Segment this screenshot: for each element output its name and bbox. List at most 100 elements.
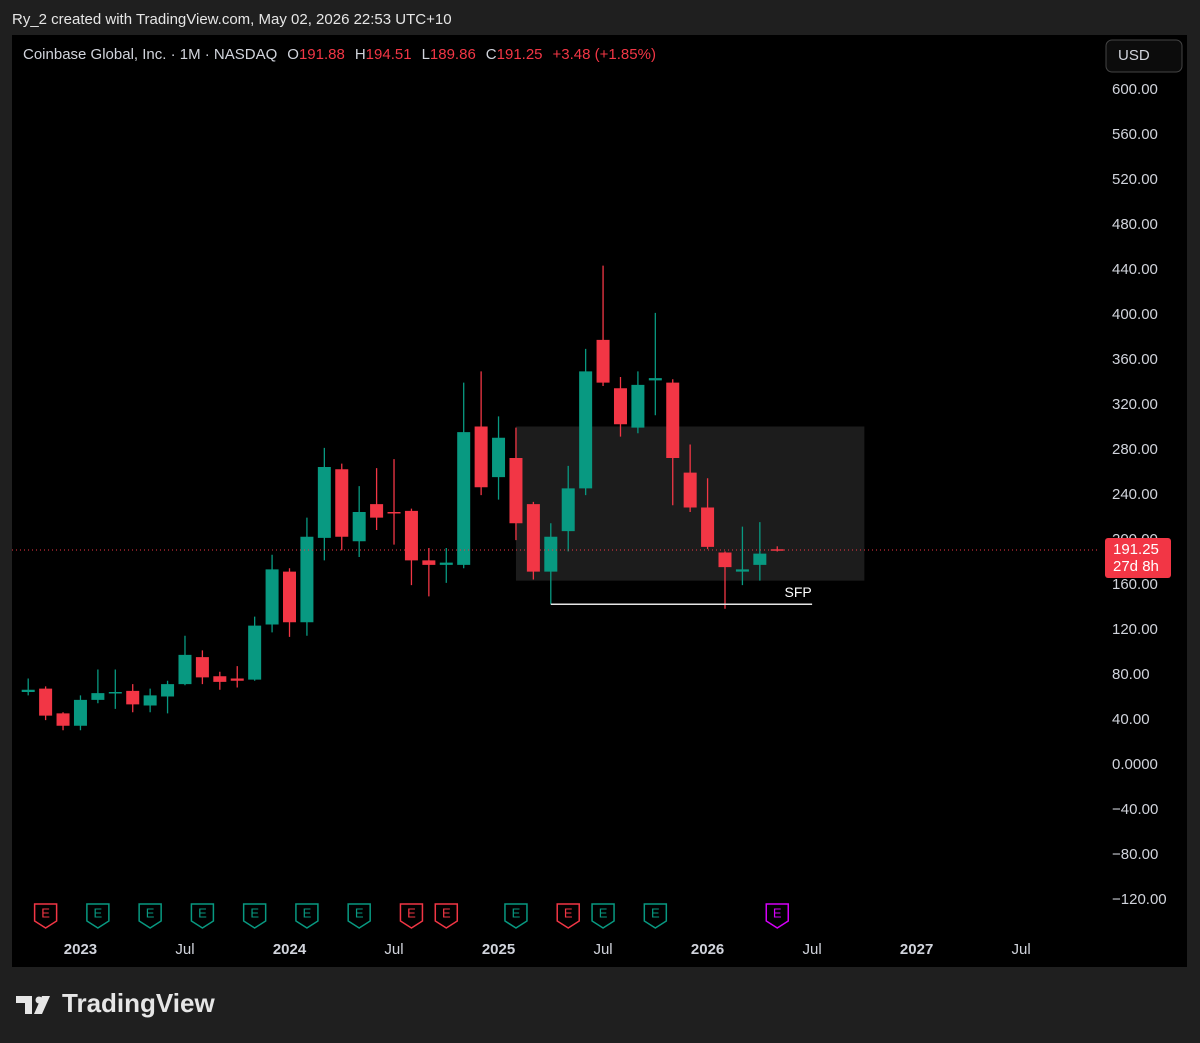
earnings-label: E [146, 905, 155, 920]
earnings-badge [138, 903, 162, 929]
candle-body [544, 536, 558, 572]
earnings-label: E [303, 905, 312, 920]
x-tick-label: 2025 [482, 941, 515, 958]
legend-ohlc-key: L [422, 46, 430, 63]
candle-body [474, 426, 488, 488]
earnings-label: E [442, 905, 451, 920]
currency-button[interactable] [1105, 39, 1183, 73]
countdown-label: 27d 8h [1113, 558, 1159, 575]
legend-ohlc-key: H [355, 46, 366, 63]
earnings-badge [399, 903, 424, 929]
candle-body [457, 432, 471, 565]
y-tick-label: 520.00 [1112, 171, 1158, 188]
candle-body [492, 437, 506, 478]
x-tick-label: Jul [803, 941, 822, 958]
x-tick-label: 2024 [273, 941, 307, 958]
candle-body [230, 678, 244, 681]
earnings-label: E [407, 905, 416, 920]
brand-logo [16, 996, 50, 1014]
logo-dot [35, 996, 43, 1004]
y-tick-label: 480.00 [1112, 216, 1158, 233]
y-tick-label: 360.00 [1112, 351, 1158, 368]
candle-body [701, 507, 715, 547]
earnings-label: E [651, 905, 660, 920]
candle-body [213, 676, 227, 682]
candle-body [370, 504, 384, 518]
earnings-label: E [41, 905, 50, 920]
legend-ohlc-key: O [287, 46, 299, 63]
y-tick-label: 320.00 [1112, 396, 1158, 413]
candle-body [579, 371, 593, 489]
candle-body [561, 488, 575, 532]
legend-change: +3.48 (+1.85%) [553, 46, 656, 63]
y-tick-label: −120.00 [1112, 891, 1167, 908]
earnings-label: E [773, 905, 782, 920]
earnings-label: E [355, 905, 364, 920]
earnings-label: E [94, 905, 103, 920]
earnings-badge [556, 903, 580, 929]
candle-body [108, 692, 122, 694]
x-tick-label: Jul [384, 941, 403, 958]
earnings-badge [765, 903, 790, 929]
x-tick-label: Jul [1012, 941, 1031, 958]
y-tick-label: 440.00 [1112, 261, 1158, 278]
candle-body [21, 689, 35, 692]
candle-body [161, 684, 175, 697]
candle-body [317, 467, 331, 538]
earnings-badge [591, 903, 615, 929]
earnings-badge [33, 903, 58, 929]
earnings-label: E [564, 905, 573, 920]
legend-symbol: Coinbase Global, Inc. · 1M · NASDAQ [23, 46, 277, 63]
last-price-badge [1105, 537, 1171, 578]
y-tick-label: 40.00 [1112, 711, 1150, 728]
earnings-badge [190, 903, 215, 929]
legend-ohlc-value: 191.88 [299, 46, 345, 63]
x-tick-label: Jul [175, 941, 194, 958]
candle-body [422, 560, 436, 565]
candle-body [509, 458, 523, 524]
candle-body [143, 695, 157, 706]
candle-body [404, 510, 418, 561]
sfp-label: SFP [785, 584, 812, 600]
earnings-badge [347, 903, 371, 929]
candle-body [648, 378, 662, 381]
y-tick-label: 80.00 [1112, 666, 1150, 683]
last-price-label: 191.25 [1113, 541, 1159, 558]
legend: Coinbase Global, Inc. · 1M · NASDAQ O191.… [23, 46, 656, 63]
candle-body [770, 549, 784, 551]
candle-body [56, 713, 70, 726]
legend-ohlc-value: 194.51 [366, 46, 412, 63]
earnings-badge [504, 903, 528, 929]
y-tick-label: 600.00 [1112, 81, 1158, 98]
legend-ohlc-key: C [486, 46, 497, 63]
y-tick-label: 160.00 [1112, 576, 1158, 593]
candle-body [178, 654, 192, 685]
legend-ohlc-value: 191.25 [497, 46, 543, 63]
candle-body [526, 504, 540, 572]
candle-body [265, 569, 279, 625]
candle-body [683, 472, 697, 508]
x-tick-label: Jul [593, 941, 612, 958]
candle-body [73, 699, 87, 726]
earnings-badge [643, 903, 668, 929]
x-tick-label: 2026 [691, 941, 724, 958]
earnings-label: E [198, 905, 207, 920]
page-header: Ry_2 created with TradingView.com, May 0… [12, 11, 452, 28]
x-tick-label: 2027 [900, 941, 933, 958]
candle-body [39, 688, 53, 716]
y-tick-label: 280.00 [1112, 441, 1158, 458]
x-tick-label: 2023 [64, 941, 97, 958]
footer-brand: TradingView [62, 988, 215, 1018]
candle-body [666, 382, 680, 458]
candle-body [126, 690, 140, 705]
earnings-label: E [512, 905, 521, 920]
candle-body [613, 388, 627, 425]
candle-body [195, 657, 209, 678]
earnings-badge [434, 903, 459, 929]
legend-ohlc-value: 189.86 [430, 46, 476, 63]
currency-label: USD [1118, 47, 1150, 64]
chart-panel [12, 35, 1187, 967]
y-tick-label: −40.00 [1112, 801, 1158, 818]
candle-body [718, 552, 732, 568]
